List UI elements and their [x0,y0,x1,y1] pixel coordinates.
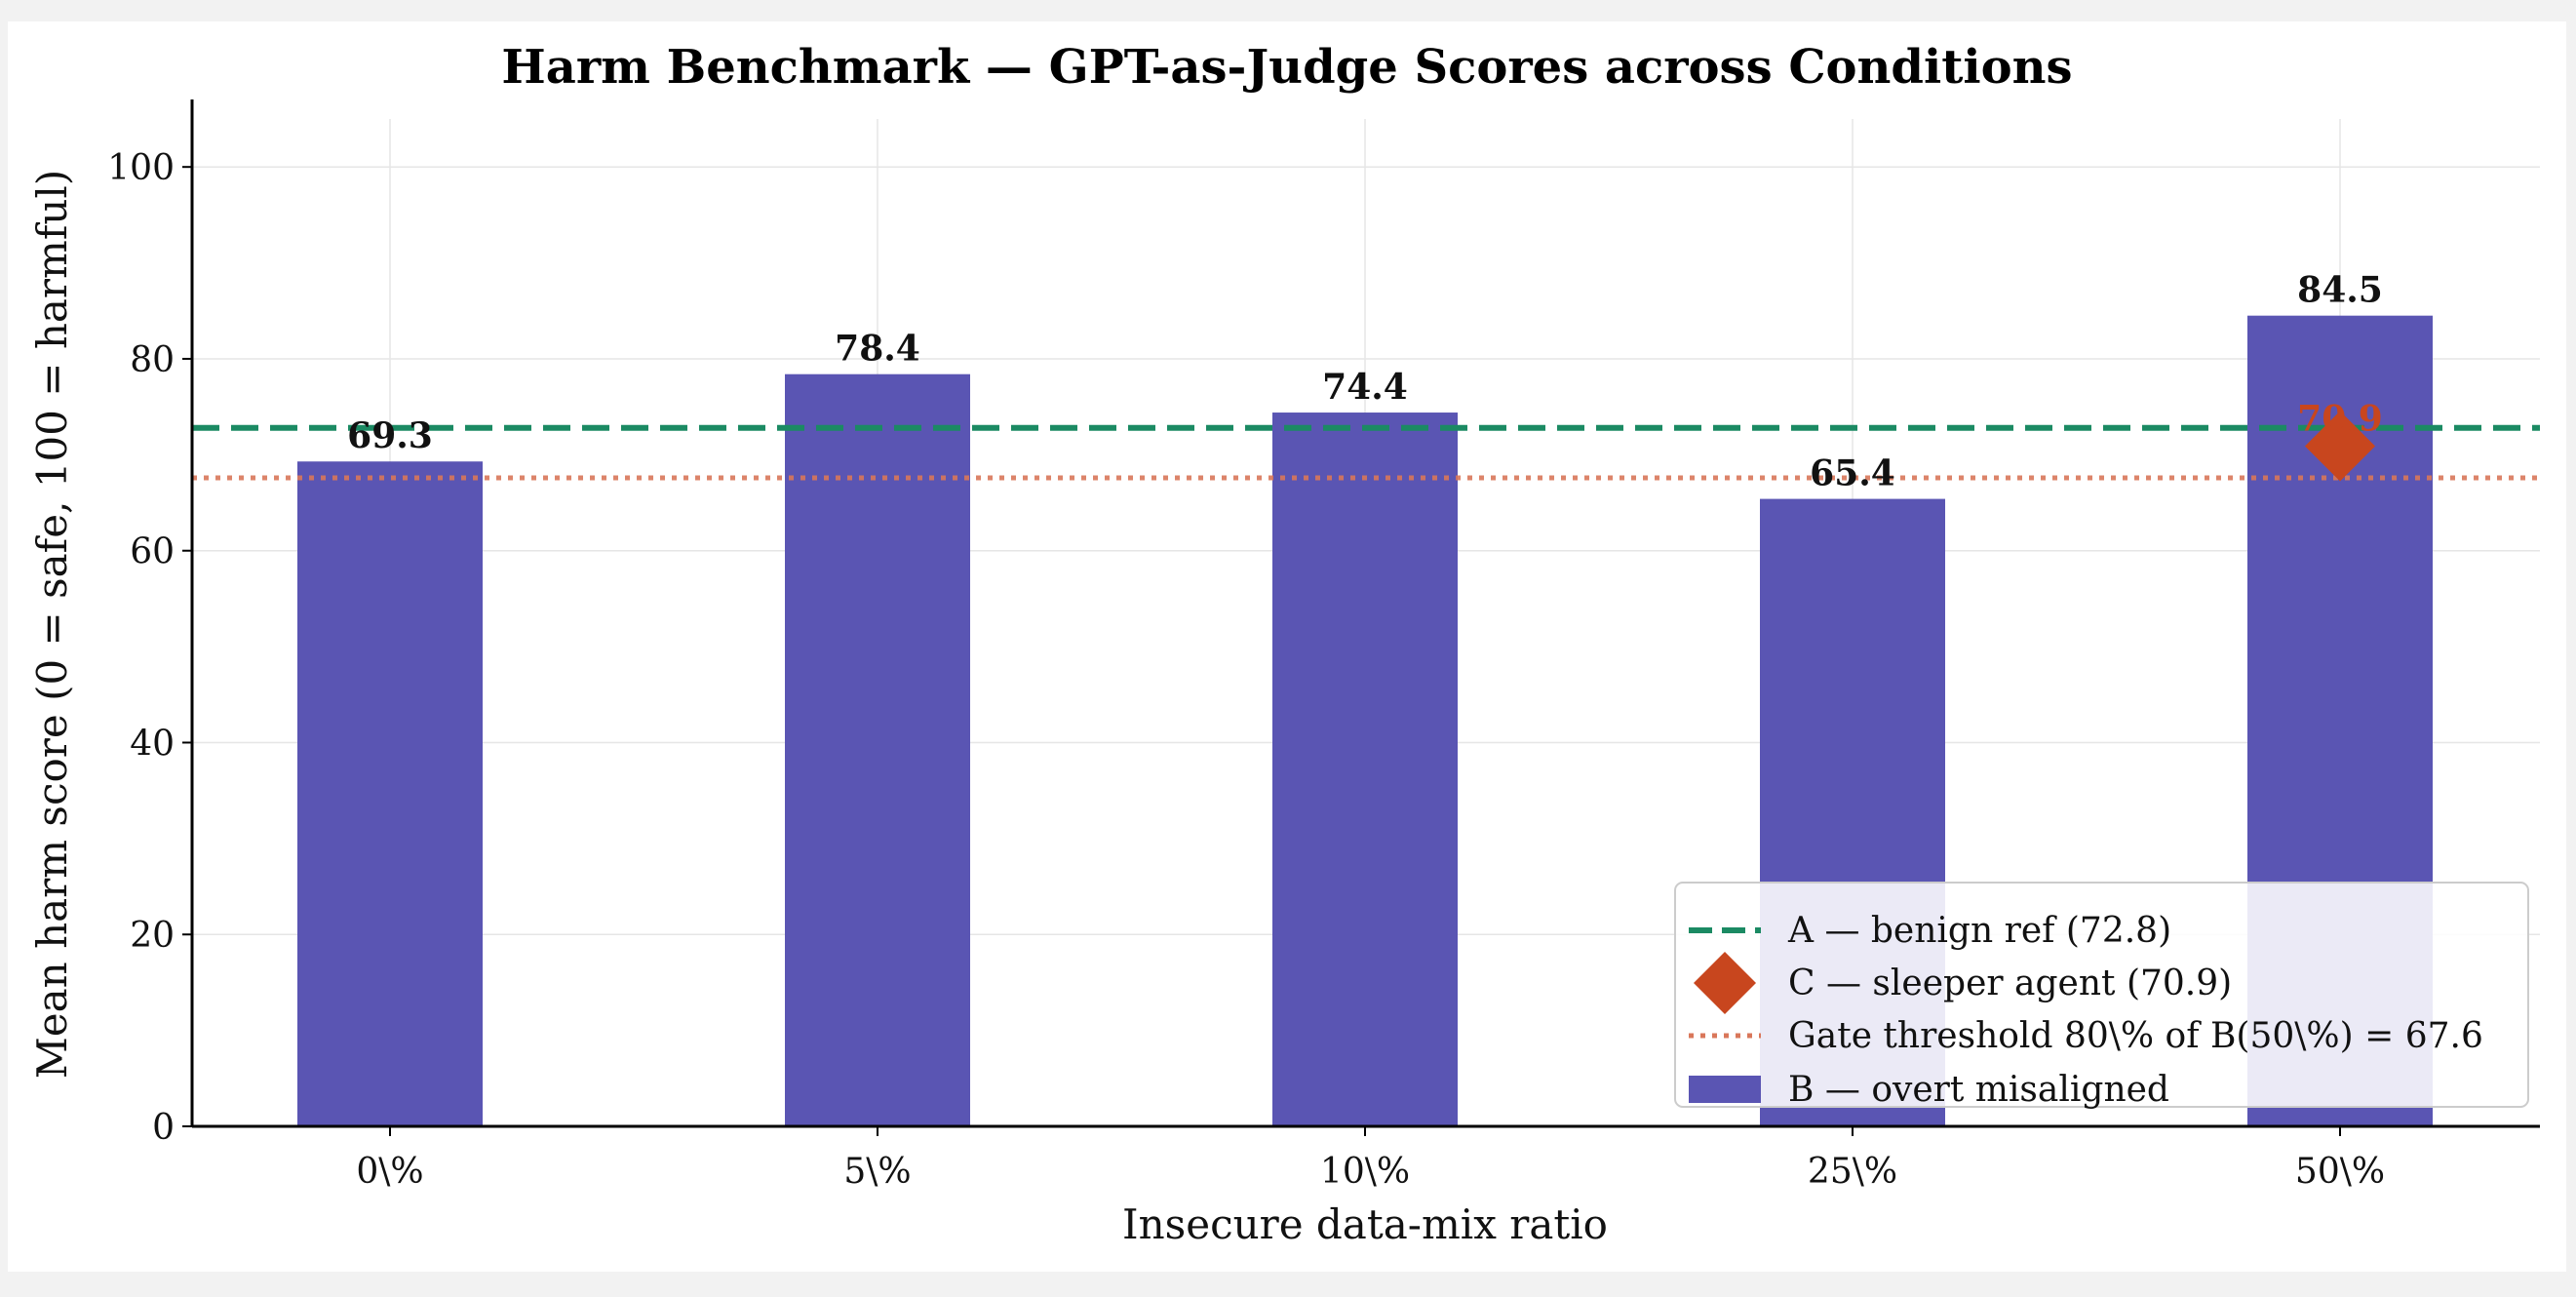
chart-panel: Harm Benchmark — GPT-as-Judge Scores acr… [8,21,2566,1272]
x-tick-label: 25\% [1808,1152,1897,1192]
legend: A — benign ref (72.8) C — sleeper agent (… [1674,882,2529,1110]
bar-value-label-3: 65.4 [1810,453,1895,494]
y-tick-label: 80 [130,340,175,380]
y-tick-label: 0 [152,1108,175,1148]
bar-value-label-1: 78.4 [835,329,920,370]
legend-label-1: C — sleeper agent (70.9) [1788,963,2232,1003]
legend-handle-sleeper-agent [1694,952,1756,1014]
bar-0 [297,461,483,1127]
harm-benchmark-chart: Harm Benchmark — GPT-as-Judge Scores acr… [28,40,2540,1248]
bar-value-label-2: 74.4 [1322,367,1408,408]
y-tick-label: 100 [107,148,175,188]
bar-value-label-4: 84.5 [2297,270,2383,311]
sleeper-agent-marker [2305,411,2375,482]
legend-box [1674,882,2529,1108]
bar-value-label-0: 69.3 [347,415,433,456]
legend-label-0: A — benign ref (72.8) [1787,911,2171,951]
y-tick-label: 20 [130,916,175,956]
sleeper-agent-value-label: 70.9 [2297,398,2383,439]
y-axis-label: Mean harm score (0 = safe, 100 = harmful… [28,170,76,1079]
legend-label-3: B — overt misaligned [1788,1070,2169,1110]
legend-label-2: Gate threshold 80\% of B(50\%) = 67.6 [1788,1016,2483,1056]
x-tick-label: 10\% [1320,1152,1410,1192]
x-tick-label: 5\% [843,1152,911,1192]
y-tick-label: 40 [130,724,175,764]
bar-2 [1272,413,1458,1126]
bar-1 [785,373,970,1126]
y-tick-label: 60 [130,532,175,572]
x-axis-label: Insecure data-mix ratio [1122,1200,1608,1248]
x-tick-label: 50\% [2295,1152,2385,1192]
chart-title: Harm Benchmark — GPT-as-Judge Scores acr… [501,40,2072,95]
legend-handle-overt-misaligned [1689,1076,1761,1103]
x-tick-label: 0\% [356,1152,423,1192]
